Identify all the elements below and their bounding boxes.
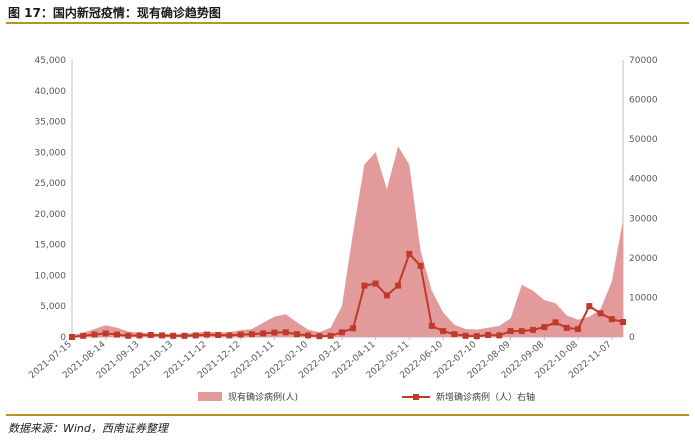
line-series-marker [102,330,109,337]
line-series-marker [586,303,593,310]
line-series-marker [541,324,548,331]
y-left-tick-label: 30,000 [35,148,67,158]
line-series-marker [440,328,447,335]
line-series-marker [575,326,581,333]
y-right-tick-label: 50000 [629,135,658,145]
line-series-marker [563,324,570,331]
chart-legend: 现有确诊病例(人) 新增确诊病例（人）右轴 [198,391,535,403]
line-series-marker [237,331,244,338]
line-series-marker [496,332,503,339]
line-series-marker [395,282,402,289]
y-right-tick-label: 10000 [629,293,658,303]
y-left-tick-label: 40,000 [35,87,67,97]
y-right-tick-label: 0 [629,333,635,343]
line-series-marker [473,333,480,340]
line-series-marker [181,332,188,339]
line-series-marker [350,325,357,332]
line-series-marker [372,280,379,287]
line-series-marker [485,332,492,338]
line-series-marker [316,333,323,340]
y-left-tick-label: 25,000 [35,179,67,189]
legend-swatch-marker-new-cases [413,394,419,400]
line-series-marker [159,332,165,339]
line-series-marker [69,334,75,340]
line-series-marker [192,332,199,339]
line-series-marker [203,331,210,338]
y-right-tick-label: 40000 [629,175,658,185]
source-rule [6,414,689,416]
y-left-tick-label: 15,000 [35,241,67,251]
line-series-marker [170,332,177,339]
line-series-marker [91,331,98,338]
line-series-marker [327,332,334,339]
legend-label-new-cases: 新增确诊病例（人）右轴 [436,391,535,403]
line-series-marker [293,331,300,338]
line-series-marker [305,332,312,339]
title-rule [6,22,689,24]
y-right-tick-label: 70000 [629,56,658,66]
y-left-tick-label: 10,000 [35,271,67,281]
line-series-marker [428,322,435,329]
line-series-marker [338,329,345,336]
line-series-marker [260,330,267,337]
line-series-marker [215,332,222,338]
line-series-marker [507,328,514,335]
y-left-tick-label: 0 [60,333,66,343]
line-series-marker [406,250,413,257]
line-series-marker [451,331,458,338]
line-series-marker [383,292,390,299]
y-left-tick-label: 45,000 [35,56,67,66]
line-series-marker [80,332,87,339]
figure-title: 图 17：国内新冠疫情：现有确诊趋势图 [8,6,221,20]
line-series-marker [608,316,615,323]
line-series-marker [361,282,368,289]
line-series-marker [226,332,233,339]
line-series-marker [147,332,154,338]
y-left-tick-label: 20,000 [35,210,67,220]
line-series-marker [271,329,278,336]
area-series-layer [72,146,623,337]
legend-label-current-cases: 现有确诊病例(人) [228,391,298,403]
line-series-marker [620,319,626,325]
line-series-marker [248,331,255,338]
data-source: 数据来源：Wind，西南证券整理 [8,422,168,435]
line-series-marker [114,331,120,338]
y-right-tick-label: 60000 [629,96,658,106]
line-series-marker [136,332,143,339]
line-series-marker [417,262,424,269]
y-left-tick-label: 5,000 [40,302,66,312]
legend-swatch-current-cases [198,392,222,401]
area-series-current-cases [72,146,623,337]
line-series-layer [69,250,626,340]
y-right-tick-label: 20000 [629,254,658,264]
y-left-tick-label: 35,000 [35,118,67,128]
line-series-marker [530,326,536,333]
line-series-marker [597,310,604,317]
y-right-tick-label: 30000 [629,214,658,224]
line-series-marker [282,329,289,336]
line-series-marker [552,319,559,326]
line-series-marker [518,328,525,335]
line-series-marker [125,332,132,339]
line-series-marker [462,332,469,339]
